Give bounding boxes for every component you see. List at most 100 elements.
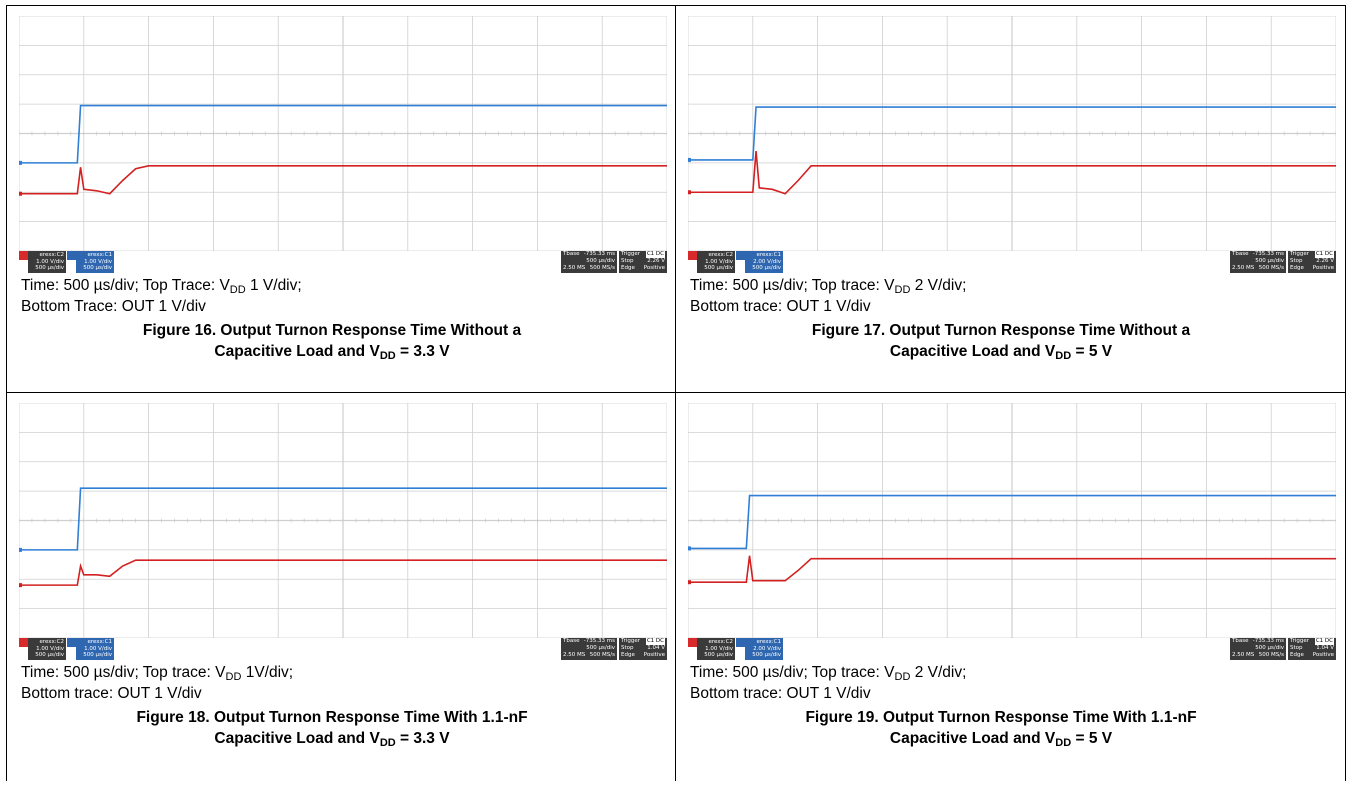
out-trace-marker (688, 580, 691, 585)
timebase-label: Tbase (563, 638, 580, 644)
channel-tdiv: 500 µs/div (83, 265, 112, 271)
scope-display (19, 16, 667, 251)
figure-cell-fig19: erexx:C2 1.00 V/div 500 µs/div erexx:C1 2.00… (676, 393, 1346, 781)
timebase-info: Tbase -735.33 ms 500 µs/div 2.50 MS 500 MS/s (561, 638, 617, 660)
desc-text: 1 V/div; (245, 277, 302, 294)
channel-tdiv: 500 µs/div (752, 265, 781, 271)
channel-header: erexx:C2 (708, 252, 733, 258)
trigger-level: 1.04 V (647, 645, 665, 651)
timebase-label: Tbase (1232, 638, 1249, 644)
trigger-slope: Positive (1312, 652, 1334, 658)
trigger-slope: Positive (643, 652, 665, 658)
channel-info-1: erexx:C2 1.00 V/div 500 µs/div (697, 251, 735, 273)
figure-cell-fig18: erexx:C2 1.00 V/div 500 µs/div erexx:C1 1.00… (6, 393, 676, 781)
timebase-rate: 500 µs/div (1255, 645, 1284, 651)
trigger-badge: C1 DC (1314, 251, 1334, 258)
channel-header: erexx:C1 (87, 252, 112, 258)
figure-caption-line-1: Figure 16. Output Turnon Response Time W… (7, 320, 657, 341)
scope-status-bar: erexx:C2 1.00 V/div 500 µs/div erexx:C1 2.00… (688, 638, 1336, 660)
channel-tdiv: 500 µs/div (83, 652, 112, 658)
trigger-mode: Stop (1290, 645, 1303, 651)
channel-info-2: erexx:C1 1.00 V/div 500 µs/div (76, 251, 114, 273)
channel-marker-blue (736, 638, 745, 647)
caption-text: Capacitive Load and V (889, 730, 1056, 747)
trigger-mode: Stop (1290, 258, 1303, 264)
channel-header: erexx:C2 (708, 639, 733, 645)
trigger-type: Edge (621, 265, 635, 271)
timebase-info: Tbase -735.33 ms 500 µs/div 2.50 MS 500 MS/s (1230, 251, 1286, 273)
channel-header: erexx:C1 (87, 639, 112, 645)
channel-info-1: erexx:C2 1.00 V/div 500 µs/div (28, 638, 66, 660)
figure-caption-line-2: Capacitive Load and VDD = 5 V (676, 341, 1326, 362)
desc-text: 1V/div; (241, 664, 294, 681)
timebase-srate: 500 MS/s (589, 652, 615, 658)
vdd-trace-marker (19, 160, 22, 165)
desc-subscript: DD (894, 284, 911, 296)
figure-caption-line-2: Capacitive Load and VDD = 5 V (676, 728, 1326, 749)
caption-subscript: DD (1055, 350, 1072, 362)
channel-tdiv: 500 µs/div (35, 265, 64, 271)
scope-status-bar: erexx:C2 1.00 V/div 500 µs/div erexx:C1 2.00… (688, 251, 1336, 273)
caption-subscript: DD (1055, 737, 1072, 749)
desc-text: Bottom Trace: OUT 1 V/div (21, 298, 206, 315)
desc-text: 2 V/div; (910, 664, 967, 681)
scope-status-bar: erexx:C2 1.00 V/div 500 µs/div erexx:C1 1.00… (19, 638, 667, 660)
caption-subscript: DD (379, 737, 396, 749)
trigger-level: 2.26 V (1316, 258, 1334, 264)
out-trace (19, 559, 667, 586)
scope-display (688, 16, 1336, 251)
channel-tdiv: 500 µs/div (752, 652, 781, 658)
channel-info-1: erexx:C2 1.00 V/div 500 µs/div (697, 638, 735, 660)
figure-caption-line-1: Figure 19. Output Turnon Response Time W… (676, 707, 1326, 728)
timebase-label: Tbase (563, 251, 580, 257)
channel-vdiv: 1.00 V/div (705, 645, 733, 652)
channel-vdiv: 2.00 V/div (753, 258, 781, 265)
scope-plot (688, 16, 1336, 251)
desc-text: Time: 500 µs/div; Top Trace: V (21, 277, 230, 294)
figure-description-line-2: Bottom trace: OUT 1 V/div (21, 683, 202, 704)
caption-text: = 5 V (1071, 343, 1113, 360)
caption-text: Figure 17. Output Turnon Response Time W… (811, 322, 1191, 339)
trigger-info: Trigger C1 DC Stop 1.04 V Edge Positive (1288, 638, 1336, 660)
timebase-samples: 2.50 MS (563, 652, 586, 658)
vdd-trace-marker (688, 157, 691, 162)
out-trace-marker (19, 191, 22, 196)
scope-display (688, 403, 1336, 638)
vdd-trace-marker (19, 547, 22, 552)
channel-marker-blue (67, 251, 76, 260)
channel-header: erexx:C1 (756, 639, 781, 645)
desc-text: Bottom trace: OUT 1 V/div (690, 298, 871, 315)
channel-info-1: erexx:C2 1.00 V/div 500 µs/div (28, 251, 66, 273)
trigger-slope: Positive (643, 265, 665, 271)
channel-marker-red (19, 638, 28, 647)
out-trace-marker (19, 583, 22, 588)
trigger-type: Edge (1290, 652, 1304, 658)
desc-text: 2 V/div; (910, 277, 967, 294)
channel-header: erexx:C2 (39, 252, 64, 258)
caption-text: Figure 18. Output Turnon Response Time W… (136, 709, 528, 726)
figure-caption-line-1: Figure 17. Output Turnon Response Time W… (676, 320, 1326, 341)
timebase-srate: 500 MS/s (1258, 265, 1284, 271)
channel-vdiv: 1.00 V/div (84, 645, 112, 652)
channel-tdiv: 500 µs/div (704, 265, 733, 271)
timebase-value: -735.33 ms (1252, 251, 1284, 257)
channel-marker-red (19, 251, 28, 260)
desc-text: Time: 500 µs/div; Top trace: V (21, 664, 226, 681)
timebase-samples: 2.50 MS (1232, 265, 1255, 271)
timebase-samples: 2.50 MS (563, 265, 586, 271)
caption-text: = 3.3 V (395, 730, 450, 747)
trigger-badge: C1 DC (645, 251, 665, 258)
trigger-info: Trigger C1 DC Stop 2.26 V Edge Positive (619, 251, 667, 273)
desc-text: Time: 500 µs/div; Top trace: V (690, 277, 895, 294)
figure-description-line-1: Time: 500 µs/div; Top trace: VDD 1V/div; (21, 662, 293, 683)
timebase-info: Tbase -735.33 ms 500 µs/div 2.50 MS 500 MS/s (561, 251, 617, 273)
channel-info-2: erexx:C1 2.00 V/div 500 µs/div (745, 251, 783, 273)
figure-cell-fig16: erexx:C2 1.00 V/div 500 µs/div erexx:C1 1.00… (6, 5, 676, 393)
caption-text: Capacitive Load and V (214, 730, 380, 747)
timebase-rate: 500 µs/div (586, 645, 615, 651)
channel-marker-blue (736, 251, 745, 260)
figure-caption-line-1: Figure 18. Output Turnon Response Time W… (7, 707, 657, 728)
desc-text: Time: 500 µs/div; Top trace: V (690, 664, 895, 681)
desc-subscript: DD (229, 284, 246, 296)
figure-description-line-2: Bottom trace: OUT 1 V/div (690, 683, 871, 704)
